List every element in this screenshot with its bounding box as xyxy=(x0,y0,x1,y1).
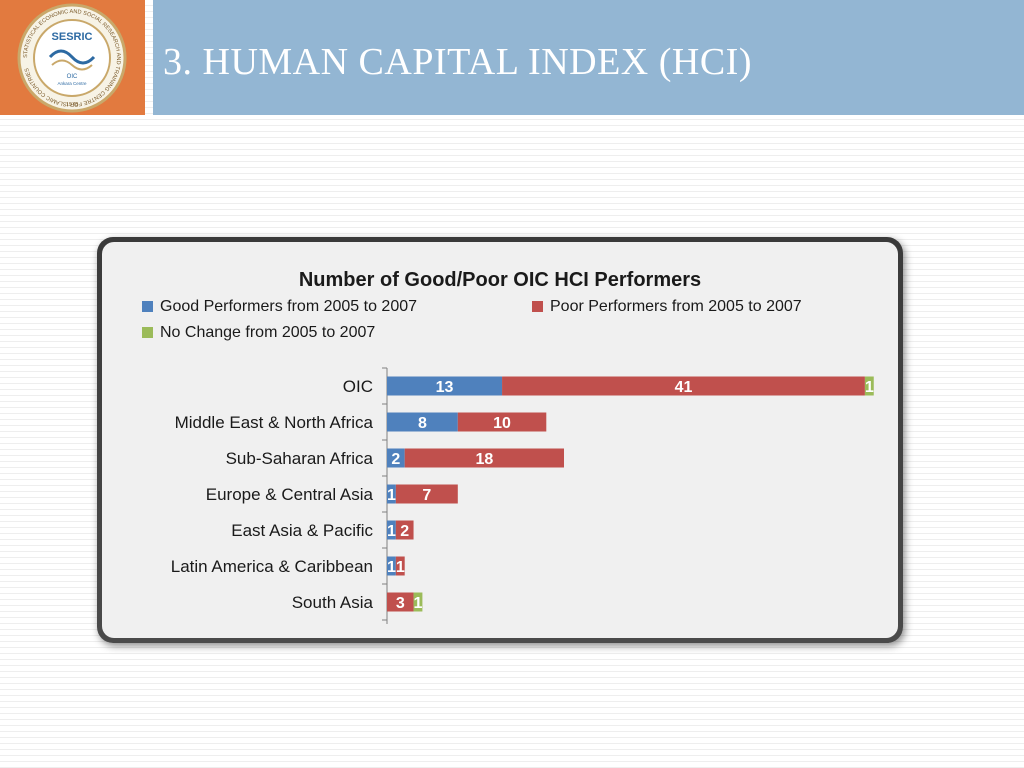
category-label: Sub-Saharan Africa xyxy=(226,449,374,468)
bar-chart: Number of Good/Poor OIC HCI Performers Go… xyxy=(142,269,874,624)
bar-value-label: 8 xyxy=(418,415,427,432)
legend-label: Good Performers from 2005 to 2007 xyxy=(160,298,417,315)
legend-swatch xyxy=(142,301,153,312)
bar-value-label: 18 xyxy=(475,451,493,468)
bar-segment xyxy=(395,556,405,576)
bar-value-label: 10 xyxy=(493,415,511,432)
category-label: OIC xyxy=(343,377,373,396)
bar-segment xyxy=(502,376,865,396)
bar-value-label: 1 xyxy=(387,523,396,540)
bar-segment xyxy=(387,412,458,432)
bar-segment xyxy=(864,376,874,396)
bar-value-label: 41 xyxy=(675,379,693,396)
legend-swatch xyxy=(532,301,543,312)
sesric-logo: STATISTICAL ECONOMIC AND SOCIAL RESEARCH… xyxy=(17,3,127,113)
bar-segment xyxy=(387,520,396,540)
bar-segment xyxy=(387,592,414,612)
bar-segment xyxy=(387,376,503,396)
bar-value-label: 2 xyxy=(391,451,400,468)
chart-title: Number of Good/Poor OIC HCI Performers xyxy=(299,269,701,291)
category-label: East Asia & Pacific xyxy=(231,521,373,540)
legend-label: No Change from 2005 to 2007 xyxy=(160,324,375,341)
logo-center-subtext: Ankara Centre xyxy=(57,81,87,86)
bar-segment xyxy=(395,520,414,540)
category-label: Europe & Central Asia xyxy=(206,485,374,504)
chart-panel: Number of Good/Poor OIC HCI Performers Go… xyxy=(102,242,898,638)
bar-segment xyxy=(387,484,396,504)
bar-segment xyxy=(387,448,405,468)
logo-name: SESRIC xyxy=(52,31,93,43)
category-label: Middle East & North Africa xyxy=(175,413,374,432)
bar-value-label: 1 xyxy=(396,559,405,576)
bar-segment xyxy=(413,592,423,612)
category-label: Latin America & Caribbean xyxy=(171,557,373,576)
title-bar: 3. HUMAN CAPITAL INDEX (HCI) xyxy=(153,0,1024,115)
category-label: South Asia xyxy=(292,593,374,612)
logo-panel: STATISTICAL ECONOMIC AND SOCIAL RESEARCH… xyxy=(0,0,145,115)
bar-segment xyxy=(404,448,564,468)
bar-value-label: 2 xyxy=(400,523,409,540)
bar-value-label: 7 xyxy=(422,487,431,504)
page-title: 3. HUMAN CAPITAL INDEX (HCI) xyxy=(163,41,752,83)
bar-segment xyxy=(395,484,458,504)
legend-label: Poor Performers from 2005 to 2007 xyxy=(550,298,802,315)
logo-center-text: OIC xyxy=(67,74,78,80)
bar-segment xyxy=(387,556,396,576)
bar-value-label: 1 xyxy=(414,595,423,612)
bar-value-label: 1 xyxy=(387,487,396,504)
bar-value-label: 1 xyxy=(387,559,396,576)
chart-frame: Number of Good/Poor OIC HCI Performers Go… xyxy=(97,237,903,643)
bar-segment xyxy=(457,412,547,432)
bar-value-label: 13 xyxy=(436,379,454,396)
bar-value-label: 1 xyxy=(865,379,874,396)
bar-value-label: 3 xyxy=(396,595,405,612)
legend-swatch xyxy=(142,327,153,338)
logo-year: 1978 xyxy=(66,102,78,108)
